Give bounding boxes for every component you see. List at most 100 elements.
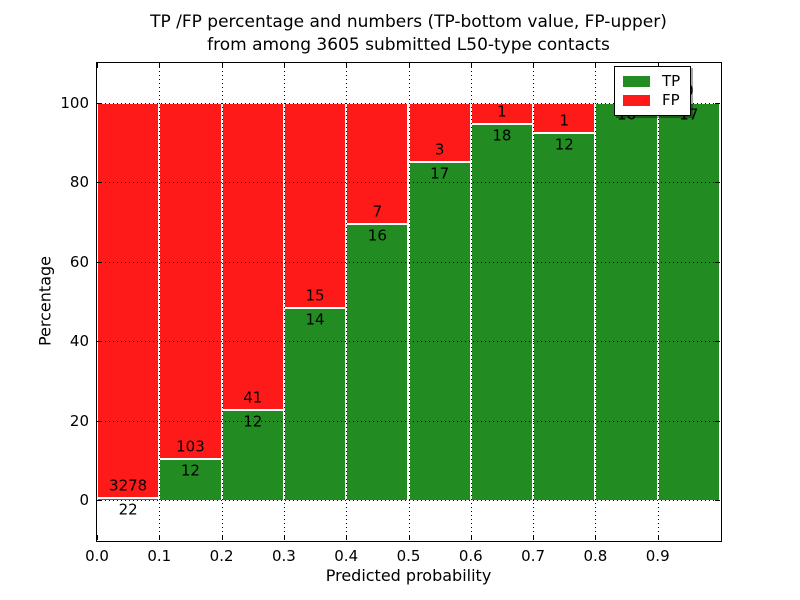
x-tick-mark-top xyxy=(595,63,597,68)
x-tick-mark-top xyxy=(533,63,535,68)
bar-segment-fp xyxy=(97,102,160,498)
legend-swatch-fp xyxy=(623,95,650,106)
chart-title-line2: from among 3605 submitted L50-type conta… xyxy=(207,35,610,55)
x-tick-mark xyxy=(408,535,410,540)
x-tick-mark xyxy=(97,535,98,540)
fp-count-label: 41 xyxy=(243,388,263,407)
x-tick-label: 0.4 xyxy=(334,547,359,565)
x-tick-mark-top xyxy=(283,63,285,68)
x-tick-label: 0.5 xyxy=(396,547,421,565)
y-tick-label: 0 xyxy=(79,491,89,510)
legend-label-fp: FP xyxy=(662,91,680,109)
y-tick-mark xyxy=(97,500,102,502)
x-tick-label: 0.9 xyxy=(645,547,670,565)
gridline-vertical xyxy=(346,63,348,540)
gridline-vertical xyxy=(283,63,285,540)
x-tick-label: 0.1 xyxy=(147,547,172,565)
fp-count-label: 103 xyxy=(176,437,205,456)
y-tick-mark-right xyxy=(715,500,720,502)
x-tick-mark xyxy=(346,535,348,540)
y-tick-mark-right xyxy=(715,182,720,184)
tp-count-label: 16 xyxy=(367,226,387,245)
tp-count-label: 12 xyxy=(243,412,263,431)
x-tick-mark-top xyxy=(221,63,223,68)
x-tick-mark-top xyxy=(470,63,472,68)
legend: TP FP xyxy=(614,66,692,116)
gridline-vertical xyxy=(595,63,597,540)
x-tick-mark-top xyxy=(346,63,348,68)
y-tick-label: 80 xyxy=(69,173,89,192)
bar-segment-tp xyxy=(97,497,160,501)
bar-segment-tp xyxy=(533,133,596,501)
x-tick-mark xyxy=(283,535,285,540)
tp-count-label: 14 xyxy=(305,310,325,329)
bar-segment-tp xyxy=(408,162,471,501)
tp-count-label: 12 xyxy=(554,135,574,154)
y-tick-mark xyxy=(97,341,102,343)
bar-segment-tp xyxy=(470,123,534,501)
gridline-vertical xyxy=(470,63,472,540)
fp-count-label: 3 xyxy=(434,140,445,159)
tp-count-label: 17 xyxy=(430,164,450,183)
x-tick-mark xyxy=(533,535,535,540)
bar-segment-tp xyxy=(221,410,284,501)
y-tick-label: 100 xyxy=(60,93,89,112)
x-tick-label: 0.7 xyxy=(521,547,546,565)
gridline-vertical xyxy=(408,63,410,540)
x-tick-mark-top xyxy=(97,63,98,68)
y-tick-mark xyxy=(97,420,102,422)
y-tick-mark xyxy=(97,182,102,184)
bar-segment-fp xyxy=(408,102,471,163)
bar-segment-tp xyxy=(595,102,658,501)
y-tick-label: 20 xyxy=(69,411,89,430)
gridline-vertical xyxy=(533,63,535,540)
chart-title-line1: TP /FP percentage and numbers (TP-bottom… xyxy=(150,12,667,32)
bar-segment-fp xyxy=(159,102,222,459)
fp-count-label: 7 xyxy=(372,202,383,221)
x-tick-label: 0.6 xyxy=(458,547,483,565)
legend-label-tp: TP xyxy=(662,72,681,90)
bar-segment-fp xyxy=(221,102,284,411)
y-tick-mark-right xyxy=(715,102,720,104)
gridline-vertical xyxy=(159,63,161,540)
fp-count-label: 3278 xyxy=(109,476,148,495)
y-tick-mark xyxy=(97,102,102,104)
y-tick-label: 60 xyxy=(69,252,89,271)
y-tick-mark-right xyxy=(715,341,720,343)
x-tick-mark xyxy=(470,535,472,540)
x-tick-label: 0.2 xyxy=(209,547,234,565)
y-tick-label: 40 xyxy=(69,332,89,351)
fp-count-label: 1 xyxy=(559,111,570,130)
x-tick-mark xyxy=(595,535,597,540)
bar-segment-tp xyxy=(657,102,720,501)
x-tick-label: 0.3 xyxy=(271,547,296,565)
x-tick-mark-top xyxy=(408,63,410,68)
y-tick-mark-right xyxy=(715,261,720,263)
x-tick-mark xyxy=(159,535,161,540)
x-tick-mark-top xyxy=(159,63,161,68)
bar-segment-fp xyxy=(283,102,347,309)
legend-swatch-tp xyxy=(623,76,650,87)
bar-segment-tp xyxy=(283,308,347,501)
x-axis-label: Predicted probability xyxy=(325,566,492,585)
y-tick-mark-right xyxy=(715,420,720,422)
gridline-vertical xyxy=(221,63,223,540)
fp-count-label: 1 xyxy=(497,102,507,121)
x-tick-mark xyxy=(657,535,659,540)
bar-segment-fp xyxy=(533,102,596,134)
tp-count-label: 18 xyxy=(492,126,512,145)
x-tick-mark xyxy=(221,535,223,540)
tp-count-label: 12 xyxy=(180,461,200,480)
y-tick-mark xyxy=(97,261,102,263)
legend-row-tp: TP xyxy=(623,72,680,91)
x-tick-label: 0.8 xyxy=(583,547,608,565)
chart-title: TP /FP percentage and numbers (TP-bottom… xyxy=(97,11,720,57)
fp-count-label: 15 xyxy=(305,286,325,305)
bar-segment-tp xyxy=(346,223,409,501)
x-tick-label: 0.0 xyxy=(85,547,109,565)
legend-row-fp: FP xyxy=(623,91,680,110)
gridline-vertical xyxy=(657,63,659,540)
x-tick-mark-top xyxy=(657,63,659,68)
tp-count-label: 22 xyxy=(118,500,138,519)
